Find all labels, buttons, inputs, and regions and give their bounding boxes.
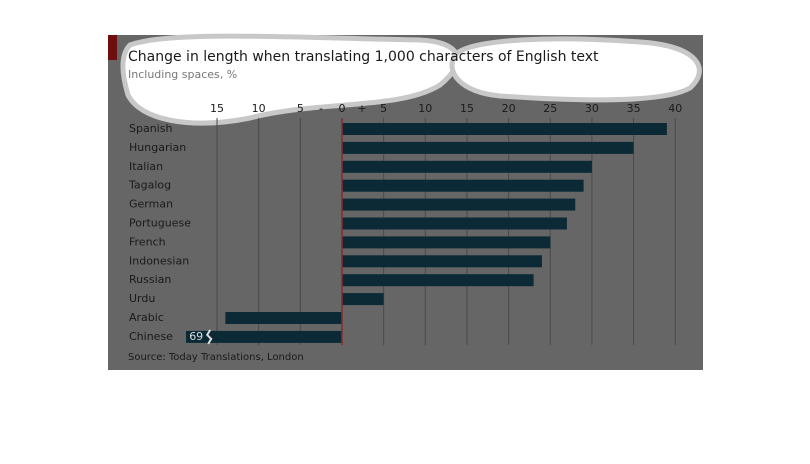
- category-label: Russian: [129, 273, 171, 286]
- x-tick-label: 0: [338, 102, 345, 115]
- bar: [186, 330, 342, 343]
- x-tick-label: 25: [543, 102, 557, 115]
- x-tick-label: 40: [668, 102, 682, 115]
- bar: [341, 274, 534, 287]
- chart-subtitle: Including spaces, %: [128, 68, 237, 81]
- x-tick-label: 15: [460, 102, 474, 115]
- chart-title: Change in length when translating 1,000 …: [128, 49, 599, 65]
- x-tick-label: 30: [585, 102, 599, 115]
- axis-break: [205, 329, 213, 345]
- x-tick-label: 20: [502, 102, 516, 115]
- bar: [341, 198, 576, 211]
- bar: [341, 255, 542, 268]
- category-label: German: [129, 198, 173, 211]
- category-label: Indonesian: [129, 254, 189, 267]
- plus-sign: +: [357, 102, 366, 115]
- minus-sign: -: [319, 102, 323, 115]
- bar: [341, 179, 584, 192]
- source: Source: Today Translations, London: [128, 352, 304, 363]
- bar: [341, 160, 592, 173]
- category-label: Urdu: [129, 292, 155, 305]
- bar: [341, 236, 551, 249]
- red-tab: [108, 35, 117, 60]
- category-label: Italian: [129, 160, 163, 173]
- category-label: Portuguese: [129, 217, 191, 230]
- category-label: French: [129, 235, 166, 248]
- bar: [341, 123, 667, 135]
- x-tick-label: 10: [418, 102, 432, 115]
- x-tick-label: 5: [297, 102, 304, 115]
- x-tick-label: 35: [627, 102, 641, 115]
- bar: [225, 312, 342, 324]
- bar: [341, 293, 384, 306]
- bars: [186, 123, 667, 343]
- category-label: Hungarian: [129, 141, 186, 154]
- category-label: Arabic: [129, 311, 164, 324]
- x-tick-label: 15: [210, 102, 224, 115]
- bar: [341, 217, 567, 230]
- highlight-blob: [120, 33, 460, 126]
- highlight-blob: [449, 36, 702, 103]
- bar: [341, 141, 634, 154]
- category-label: Chinese: [129, 330, 173, 343]
- category-label: Spanish: [129, 122, 172, 135]
- category-label: Tagalog: [128, 179, 171, 192]
- value-label: 69: [189, 330, 203, 343]
- x-tick-label: 5: [380, 102, 387, 115]
- x-tick-label: 10: [252, 102, 266, 115]
